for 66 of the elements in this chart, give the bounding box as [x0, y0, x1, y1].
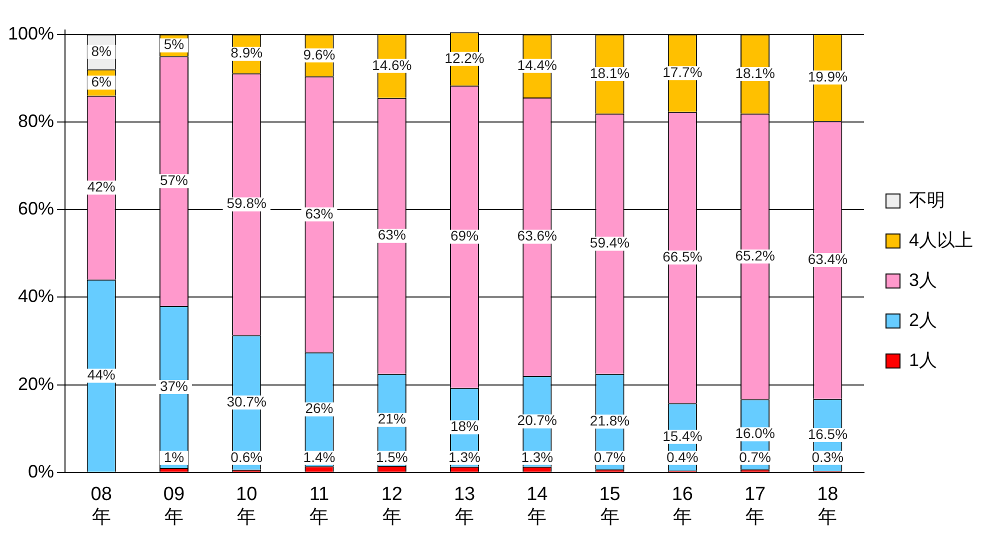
data-label: 1.4%: [303, 448, 336, 465]
data-label: 18.1%: [735, 64, 775, 81]
data-label: 6%: [91, 73, 112, 90]
x-tick-label: 10年: [236, 484, 258, 528]
x-tick-label: 17年: [744, 484, 766, 528]
data-label: 17.7%: [662, 64, 702, 80]
x-tick-label: 09年: [163, 484, 185, 528]
data-label: 1.3%: [521, 448, 554, 465]
data-label: 14.6%: [372, 56, 412, 73]
data-label: 57%: [160, 172, 188, 188]
data-label: 63%: [305, 205, 334, 222]
data-label: 20.7%: [517, 412, 557, 428]
legend-label: 2人: [908, 310, 938, 330]
data-label: 59.4%: [590, 234, 630, 251]
data-label: 1.5%: [376, 448, 408, 465]
data-label: 63.6%: [517, 228, 557, 244]
data-label: 1%: [164, 448, 184, 465]
legend-label: 3人: [908, 270, 938, 290]
data-label: 16.0%: [735, 425, 775, 442]
data-label: 19.9%: [808, 68, 848, 84]
data-label: 63.4%: [808, 250, 848, 267]
y-tick-label: 60%: [18, 198, 54, 219]
data-label: 8.9%: [230, 44, 263, 61]
data-label: 15.4%: [662, 428, 702, 444]
y-tick-label: 80%: [18, 110, 54, 131]
x-tick-label: 08年: [90, 484, 112, 528]
data-label: 59.8%: [226, 195, 266, 212]
data-label: 18%: [450, 418, 479, 434]
data-label: 1.3%: [448, 448, 480, 465]
y-tick-label: 0%: [28, 461, 54, 482]
x-tick-label: 11年: [309, 484, 330, 528]
x-tick-label: 15年: [599, 484, 620, 528]
legend-label: 不明: [908, 190, 945, 210]
data-label: 0.7%: [594, 448, 626, 465]
data-label: 21.8%: [590, 412, 630, 428]
data-label: 0.3%: [812, 448, 844, 465]
x-tick-label: 14年: [526, 484, 548, 528]
y-tick-label: 100%: [8, 23, 54, 44]
x-tick-label: 18年: [817, 484, 838, 528]
data-label: 18.1%: [590, 64, 630, 81]
data-label: 12.2%: [444, 50, 484, 66]
data-label: 5%: [164, 36, 184, 52]
data-label: 9.6%: [303, 46, 336, 62]
y-tick-label: 40%: [18, 286, 54, 306]
data-label: 63%: [378, 226, 406, 243]
data-label: 30.7%: [226, 393, 266, 410]
x-tick-label: 12年: [381, 484, 402, 528]
data-label: 65.2%: [735, 247, 775, 264]
legend-label: 4人以上: [908, 230, 974, 250]
data-label: 14.4%: [517, 56, 557, 73]
data-label: 37%: [160, 378, 188, 394]
legend-label: 1人: [908, 350, 938, 370]
data-label: 0.4%: [666, 448, 698, 465]
x-tick-label: 13年: [454, 484, 476, 528]
data-label: 0.7%: [739, 448, 771, 465]
y-tick-label: 20%: [18, 374, 54, 394]
data-label: 0.6%: [230, 448, 263, 465]
data-label: 69%: [450, 228, 479, 244]
data-label: 16.5%: [808, 426, 848, 442]
data-label: 26%: [305, 400, 334, 416]
x-tick-label: 16年: [672, 484, 693, 528]
data-label: 66.5%: [662, 248, 702, 264]
data-label: 21%: [378, 410, 406, 427]
data-label: 8%: [91, 42, 112, 59]
data-label: 44%: [87, 366, 116, 383]
data-label: 42%: [87, 178, 116, 195]
